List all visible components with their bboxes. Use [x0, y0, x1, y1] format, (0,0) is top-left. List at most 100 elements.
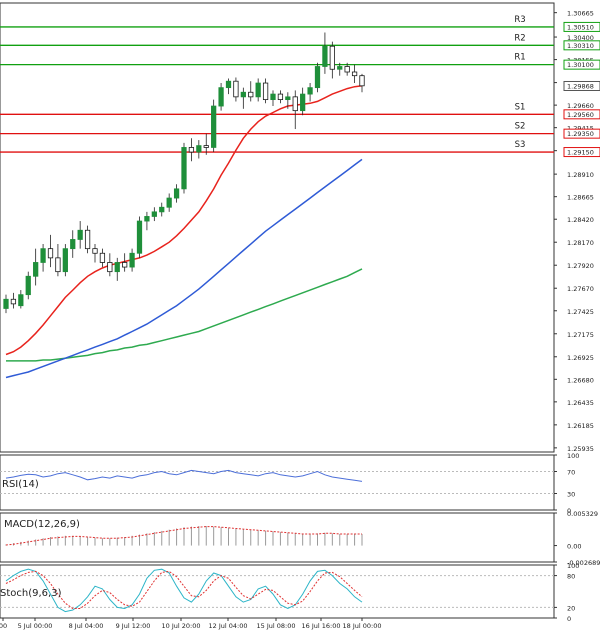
candle-body: [114, 262, 120, 273]
level-name-r2: R2: [514, 33, 525, 43]
level-name-s2: S2: [515, 122, 526, 132]
level-price-box: [563, 21, 600, 32]
candle-body: [188, 147, 195, 153]
candle-body: [99, 252, 106, 263]
candle-body: [277, 93, 284, 101]
price-tick-label: 1.27175: [567, 331, 594, 339]
level-price-label: 1.29560: [567, 111, 594, 119]
price-tick-label: 1.28910: [567, 171, 594, 179]
candle-body: [270, 93, 276, 101]
candle-body: [359, 75, 365, 87]
candle-body: [55, 257, 61, 273]
candle-body: [248, 91, 254, 98]
candle-body: [159, 206, 165, 213]
x-tick-label: 16 Jul 16:00: [302, 622, 341, 630]
stoch-label: Stoch(9,6,3): [0, 588, 62, 599]
level-name-s1: S1: [515, 102, 526, 112]
candle-body: [203, 145, 209, 148]
candle-body: [314, 66, 321, 89]
rsi-panel: [0, 454, 555, 511]
candle-body: [211, 105, 217, 148]
candle-body: [196, 145, 202, 153]
candle-body: [107, 262, 113, 273]
candle-body: [351, 71, 358, 77]
stoch-tick-label: 20: [567, 604, 575, 612]
rsi-line: [5, 469, 363, 482]
price-tick-label: 1.30665: [567, 10, 594, 18]
candle-body: [92, 248, 98, 254]
rsi-tick-label: 100: [567, 452, 579, 460]
macd-panel: [0, 512, 555, 563]
x-tick-label: 10 Jul 20:00: [162, 622, 201, 630]
price-tick-label: 1.28665: [567, 194, 594, 202]
candle-body: [337, 66, 343, 70]
level-price-box: [563, 109, 600, 120]
candle-body: [173, 188, 180, 199]
price-tick-label: 1.29660: [567, 102, 594, 110]
x-tick-label: 00: [0, 622, 7, 630]
stoch-tick-label: 0: [567, 615, 571, 623]
rsi-tick-label: 0: [567, 507, 571, 515]
candle-body: [225, 80, 232, 89]
candle-body: [3, 298, 9, 309]
level-price-box: [563, 128, 600, 139]
x-tick-label: 8 Jul 04:00: [69, 622, 104, 630]
candle-body: [40, 248, 46, 263]
candle-body: [18, 294, 24, 307]
price-tick-label: 1.27425: [567, 308, 594, 316]
current-price-box: [563, 80, 600, 91]
macd-tick-label: 0.005329: [567, 510, 598, 518]
level-price-label: 1.30100: [567, 61, 594, 69]
candle-body: [233, 80, 239, 98]
candle-body: [181, 147, 187, 190]
ma-mid-line: [5, 158, 363, 379]
level-price-label: 1.30510: [567, 23, 594, 31]
level-price-box: [563, 147, 600, 158]
level-price-label: 1.29350: [567, 130, 594, 138]
candle-body: [151, 211, 157, 217]
price-tick-label: 1.27670: [567, 285, 594, 293]
stoch-tick-label: 100: [567, 562, 579, 570]
price-tick-label: 1.28420: [567, 216, 594, 224]
level-price-label: 1.30310: [567, 42, 594, 50]
macd-tick-label: -0.002689: [567, 559, 600, 567]
price-tick-label: 1.25935: [567, 445, 594, 453]
stoch-main-line: [5, 568, 363, 613]
candle-body: [70, 239, 76, 250]
x-tick-label: 18 Jul 00:00: [343, 622, 382, 630]
candle-body: [62, 248, 68, 273]
rsi-tick-label: 30: [567, 491, 575, 499]
macd-tick-label: 0.00: [567, 543, 581, 551]
candle-body: [307, 87, 313, 95]
candle-body: [166, 197, 172, 208]
candle-body: [33, 262, 39, 277]
price-panel: [0, 2, 555, 453]
level-price-label: 1.29150: [567, 149, 594, 157]
price-tick-label: 1.27920: [567, 262, 594, 270]
stoch-panel: [0, 564, 555, 619]
price-tick-label: 1.26925: [567, 354, 594, 362]
candle-body: [240, 91, 246, 98]
candle-body: [84, 229, 91, 250]
price-tick-label: 1.28170: [567, 239, 594, 247]
candle-body: [47, 248, 54, 259]
candle-body: [322, 45, 328, 67]
candle-body: [136, 220, 143, 254]
candle-body: [255, 82, 261, 98]
macd-signal-line: [5, 526, 362, 546]
candle-body: [129, 252, 135, 268]
level-name-r3: R3: [514, 15, 525, 25]
price-tick-label: 1.30400: [567, 34, 594, 42]
macd-label: MACD(12,26,9): [4, 519, 80, 530]
level-price-box: [563, 59, 600, 70]
candle-body: [300, 93, 306, 112]
candle-body: [285, 96, 291, 101]
price-tick-label: 1.26680: [567, 376, 594, 384]
stoch-tick-label: 80: [567, 573, 575, 581]
candle-body: [262, 82, 269, 101]
candle-body: [292, 96, 298, 112]
level-name-r1: R1: [514, 53, 525, 63]
candle-body: [344, 66, 350, 73]
candle-body: [122, 262, 128, 268]
